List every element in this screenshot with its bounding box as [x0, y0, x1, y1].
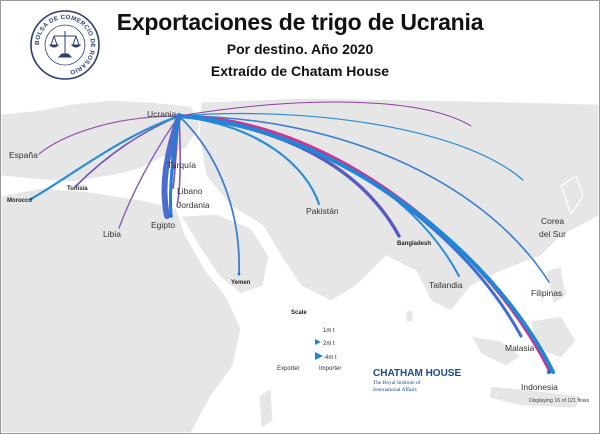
label-bangladesh: Bangladesh [397, 241, 431, 247]
indonesia-islands [488, 385, 582, 409]
flow-east [178, 101, 472, 127]
flow-egipto [161, 113, 182, 219]
flow-morocco [29, 114, 181, 201]
flow-lines [29, 101, 555, 374]
bolsa-comercio-rosario-logo: BOLSA DE COMERCIO DE ROSARIO [30, 10, 100, 80]
legend-title: Scale [291, 310, 307, 316]
source-note: Extraído de Chatam House [210, 63, 390, 79]
flow-yemen [178, 115, 240, 275]
label-egipto: Egipto [151, 220, 175, 230]
legend-importer: Importer [319, 366, 341, 372]
legend-item-4m: 4m t [325, 355, 337, 361]
legend-item-2m: 2m t [323, 341, 335, 347]
label-tunisia: Tunisia [67, 186, 88, 192]
legend-item-1m: 1m t [323, 328, 335, 334]
label-ucrania: Ucrania [147, 109, 177, 119]
label-del-sur: del Sur [539, 229, 566, 239]
arabia-landmass [180, 213, 270, 295]
label-morocco: Morocco [7, 198, 32, 204]
label-jordania: Jordania [177, 200, 210, 210]
flow-indonesia-b [177, 114, 555, 374]
flow-corea [178, 112, 524, 181]
label-filipinas: Filipinas [531, 288, 562, 298]
label-libano: Libano [177, 186, 203, 196]
place-labels: Ucrania España Tunisia Morocco Libia Tur… [7, 109, 566, 392]
subtitle: Por destino. Año 2020 [226, 41, 374, 57]
label-pakistan: Pakistán [306, 206, 339, 216]
destination-markers [29, 184, 551, 374]
title-block: Exportaciones de trigo de Ucrania Por de… [1, 1, 599, 93]
japan-island [560, 175, 584, 215]
flow-filipinas [178, 115, 550, 283]
land-masses [1, 97, 599, 433]
flow-jordania [176, 115, 182, 207]
label-malasia: Malasia [505, 343, 535, 353]
chatham-house-branding: CHATHAM HOUSE The Royal Institute of Int… [373, 368, 461, 393]
label-turquia: Turquía [167, 160, 196, 170]
brand-line-1: The Royal Institute of [373, 379, 421, 386]
flow-libia [118, 115, 180, 229]
label-espana: España [9, 150, 38, 160]
brand-line-2: International Affairs [373, 386, 417, 393]
africa-landmass [1, 187, 242, 433]
asia-landmass [198, 97, 599, 312]
page-title: Exportaciones de trigo de Ucrania [116, 9, 484, 35]
label-libia: Libia [103, 229, 121, 239]
sri-lanka-island [405, 309, 414, 323]
flows-footnote: Displaying 16 of 121 flows [529, 398, 590, 404]
label-corea: Corea [541, 216, 564, 226]
southeast-asia-islands [470, 335, 522, 367]
flow-egipto-b [168, 114, 181, 218]
scales-of-justice-icon [48, 31, 82, 58]
label-yemen: Yemen [231, 280, 251, 286]
label-tailandia: Tailandia [429, 280, 463, 290]
madagascar-island [258, 387, 274, 430]
legend-exporter: Exporter [277, 366, 300, 372]
flow-espana [38, 115, 180, 155]
brand-name: CHATHAM HOUSE [373, 368, 461, 379]
label-indonesia: Indonesia [521, 382, 558, 392]
trade-flow-map: Ucrania España Tunisia Morocco Libia Tur… [1, 97, 599, 433]
scale-legend: Scale 1m t 2m t 4m t Exporter Importer [277, 310, 341, 372]
philippines-islands [545, 265, 567, 305]
